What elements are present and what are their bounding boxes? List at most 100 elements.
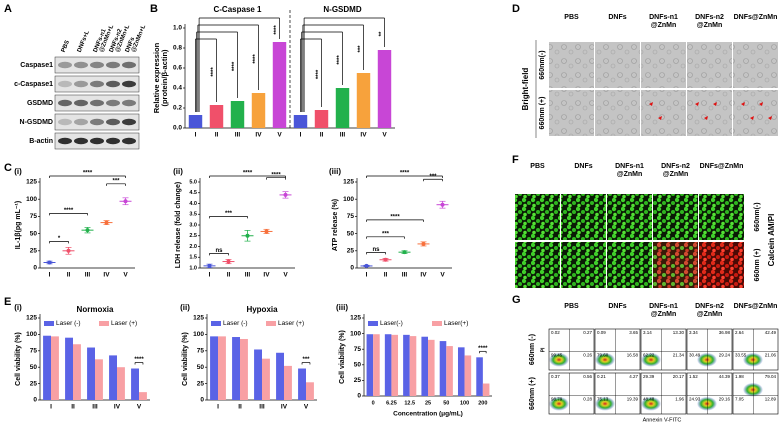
bar xyxy=(298,368,306,400)
cell-cloud xyxy=(743,352,763,367)
micrograph xyxy=(641,90,686,136)
x-tick-label: V xyxy=(304,404,309,411)
column-label: @ZnMn xyxy=(617,171,642,178)
x-tick-label: I xyxy=(217,404,219,411)
y-tick-label: 3.5 xyxy=(189,212,197,218)
legend-swatch xyxy=(368,321,378,326)
data-point xyxy=(226,259,231,264)
y-tick-label: 2.5 xyxy=(189,233,197,239)
x-tick-label: IV xyxy=(360,132,367,139)
quadrant-value: 99.45 xyxy=(551,353,563,358)
x-tick-label: II xyxy=(215,132,219,139)
y-tick-label: 50 xyxy=(347,230,355,237)
row-label: 660nm (+) xyxy=(529,377,536,410)
panel-label: F xyxy=(512,154,519,166)
panel-label: B xyxy=(150,3,158,15)
chart-title: Hypoxia xyxy=(246,305,278,314)
quadrant-value: 0.21 xyxy=(597,374,606,379)
quadrant-value: 29.39 xyxy=(643,374,655,379)
bar xyxy=(482,383,490,396)
y-axis-label: Relative expression xyxy=(152,42,161,113)
y-axis-label: (protein/β-actin) xyxy=(160,49,169,107)
significance-label: *** xyxy=(225,211,233,217)
column-label: @ZnMn xyxy=(651,311,676,318)
data-point xyxy=(364,263,369,268)
significance-label: **** xyxy=(337,55,343,65)
x-tick-label: II xyxy=(227,272,231,279)
fluorescence-image xyxy=(699,194,744,240)
blot-band xyxy=(90,137,104,145)
micrograph xyxy=(549,90,594,136)
micrograph xyxy=(687,42,732,88)
y-tick-label: 50 xyxy=(30,364,38,371)
column-label: PBS xyxy=(564,14,579,21)
y-tick-label: 50 xyxy=(30,230,38,237)
y-tick-label: 100 xyxy=(26,331,37,338)
blot-band xyxy=(106,99,120,107)
y-tick-label: 0.0 xyxy=(173,125,182,132)
y-tick-label: 4.5 xyxy=(189,190,197,196)
bar xyxy=(51,336,59,400)
bar xyxy=(262,358,270,400)
bar xyxy=(131,368,139,400)
column-label: @ZnMn xyxy=(663,171,688,178)
cell-cloud xyxy=(549,352,569,367)
y-tick-label: 5.0 xyxy=(189,179,197,185)
arrow-marker xyxy=(704,116,708,120)
y-axis-label: Cell viability (%) xyxy=(15,332,22,386)
arrow-marker xyxy=(750,116,754,120)
panel-label: E xyxy=(4,296,11,308)
cell-cloud xyxy=(641,396,661,411)
quadrant-value: 29.24 xyxy=(719,353,731,358)
quadrant-value: 1.52 xyxy=(689,374,698,379)
legend-swatch xyxy=(432,321,442,326)
y-tick-label: 125 xyxy=(26,315,37,322)
blot-column-label: DNFs xyxy=(125,36,137,53)
y-tick-label: 25 xyxy=(347,248,355,255)
quadrant-value: 13.30 xyxy=(673,330,685,335)
significance-label: * xyxy=(58,236,61,242)
quadrant-value: 4.27 xyxy=(629,374,638,379)
quadrant-value: 19.39 xyxy=(627,397,639,402)
row-label: 660nm (+) xyxy=(754,249,761,282)
x-tick-label: II xyxy=(238,404,242,411)
x-tick-label: IV xyxy=(103,272,110,279)
y-tick-label: 75 xyxy=(197,348,205,355)
blot-band xyxy=(90,118,104,126)
y-tick-label: 0.8 xyxy=(173,45,182,52)
y-tick-label: 125 xyxy=(350,315,361,322)
quadrant-value: 3.34 xyxy=(689,330,698,335)
y-tick-label: 25 xyxy=(197,380,205,387)
data-point xyxy=(402,250,407,255)
x-tick-label: V xyxy=(283,272,288,279)
y-tick-label: 0 xyxy=(33,397,37,404)
y-tick-label: 0.6 xyxy=(173,65,182,72)
data-point xyxy=(440,202,445,207)
quadrant-value: 79.60 xyxy=(597,353,609,358)
side-label: Calcein AM/PI xyxy=(767,214,776,267)
y-tick-label: 0.2 xyxy=(173,105,182,112)
column-label: DNFs@ZnMn xyxy=(700,163,744,170)
x-tick-label: V xyxy=(123,272,128,279)
quadrant-value: 98.79 xyxy=(551,397,563,402)
blot-row-label: B-actin xyxy=(29,138,53,145)
bar xyxy=(293,115,308,128)
flow-plot xyxy=(548,372,595,415)
micrograph xyxy=(595,90,640,136)
row-label: 660nm (+) xyxy=(539,97,546,130)
y-tick-label: 50 xyxy=(354,362,362,369)
cell-cloud xyxy=(743,382,763,397)
blot-band xyxy=(58,99,72,107)
x-tick-label: I xyxy=(366,272,368,279)
bar xyxy=(65,337,73,400)
fluorescence-image xyxy=(515,242,560,288)
quadrant-value: 48.48 xyxy=(643,397,655,402)
arrow-marker xyxy=(695,102,699,106)
x-tick-label: III xyxy=(85,272,91,279)
bar xyxy=(209,105,224,128)
column-label: DNFs@ZnMn xyxy=(734,14,778,21)
arrow-marker xyxy=(768,116,772,120)
fluorescence-image xyxy=(515,194,560,240)
cell-cloud xyxy=(595,352,615,367)
